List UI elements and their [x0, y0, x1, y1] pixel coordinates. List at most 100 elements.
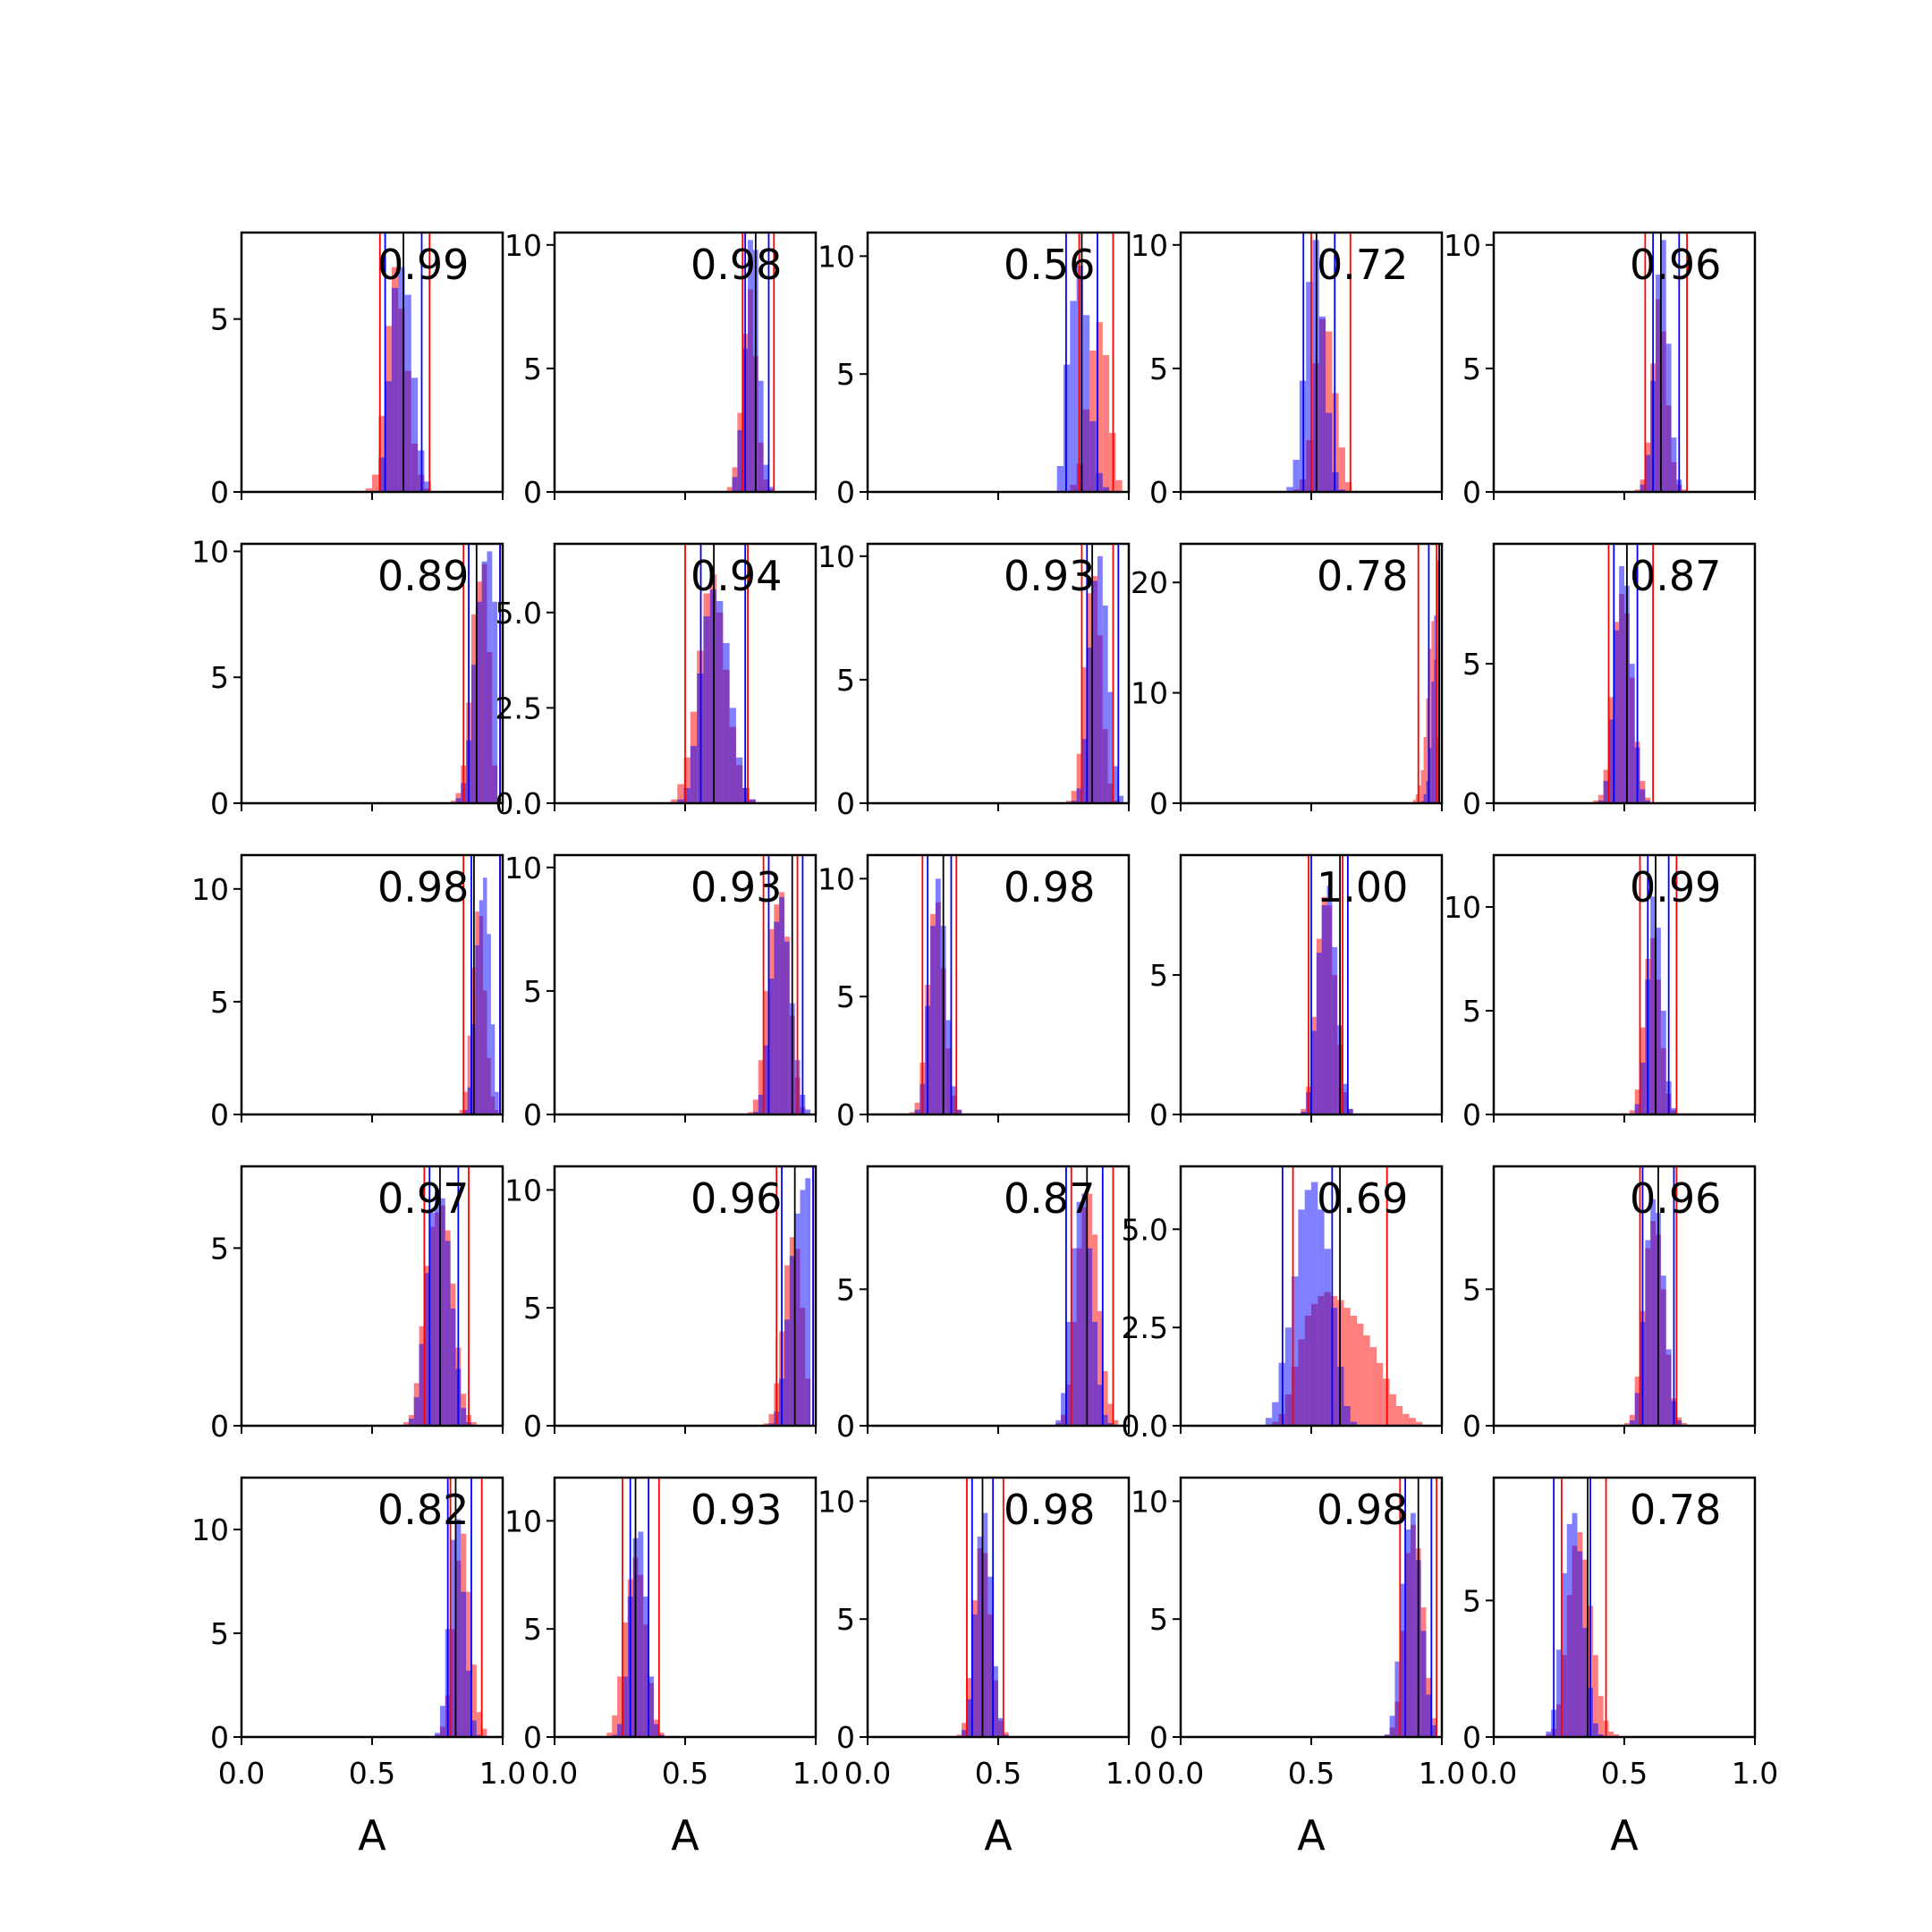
y-tick-label: 10	[1131, 228, 1168, 263]
blue-bar	[1634, 1104, 1640, 1114]
blue-bar	[463, 1109, 468, 1114]
blue-bar	[1656, 274, 1661, 492]
blue-bar	[1272, 1402, 1279, 1426]
blue-bar	[1423, 794, 1427, 803]
blue-bar	[1330, 1308, 1338, 1426]
plot-area	[1624, 1166, 1688, 1426]
blue-bar	[481, 561, 487, 803]
blue-bar	[993, 1665, 998, 1737]
blue-bar	[1634, 1393, 1640, 1426]
blue-bar	[1092, 580, 1097, 803]
plot-area	[1592, 544, 1655, 803]
blue-bar	[1286, 487, 1293, 492]
red-bar	[763, 1423, 769, 1426]
panel-1-2: 0 5 10 0.98	[504, 228, 818, 510]
blue-bar	[966, 1699, 972, 1737]
blue-bar	[1436, 560, 1440, 803]
red-bar	[1418, 785, 1421, 803]
red-bar	[748, 1112, 753, 1114]
red-bar	[1338, 447, 1345, 492]
red-bar	[1428, 648, 1432, 803]
blue-bar	[492, 601, 498, 803]
red-bar	[1597, 1696, 1604, 1737]
plot-area	[1065, 544, 1124, 803]
blue-bar	[723, 642, 730, 803]
blue-bar	[475, 945, 479, 1114]
blue-bar	[1660, 1275, 1666, 1426]
red-bar	[467, 1035, 471, 1114]
blue-bar	[479, 900, 484, 1114]
blue-bar	[768, 979, 775, 1114]
panel-annotation: 1.00	[1317, 863, 1408, 911]
plot-area	[1265, 1166, 1423, 1426]
panel-2-5: 050.87	[1462, 542, 1757, 821]
y-tick-label: 5	[523, 1612, 542, 1647]
y-tick-label: 0	[1149, 475, 1168, 510]
panel-5-3: 0 5 10 0.0 0.5 1.0 A 0.98	[818, 1476, 1152, 1860]
blue-bar	[1640, 789, 1646, 803]
plot-area	[450, 544, 501, 803]
plot-area	[1055, 1166, 1119, 1426]
plot-area	[909, 855, 962, 1114]
y-tick-label: 0	[1462, 475, 1481, 510]
blue-bar	[490, 1024, 496, 1114]
blue-bar	[1081, 739, 1088, 803]
blue-bar	[794, 1213, 801, 1426]
red-bar	[914, 1102, 920, 1114]
x-axis-label: A	[671, 1811, 699, 1860]
red-bar	[758, 1060, 764, 1114]
blue-bar	[476, 601, 482, 803]
x-tick-label: 1.0	[1732, 1756, 1778, 1791]
panel-annotation: 0.69	[1317, 1174, 1408, 1223]
x-tick-label: 0.5	[975, 1756, 1021, 1791]
plot-area	[1384, 1478, 1438, 1737]
plot-area	[459, 855, 501, 1114]
blue-bar	[1420, 1631, 1427, 1737]
y-tick-label: 0	[836, 1409, 855, 1444]
x-tick-label: 0.5	[349, 1756, 395, 1791]
x-tick-label: 1.0	[479, 1756, 526, 1791]
blue-bar	[1614, 630, 1620, 803]
blue-bar	[1410, 1513, 1416, 1737]
blue-bar	[1394, 1661, 1401, 1737]
x-axis-label: A	[984, 1811, 1013, 1860]
panel-3-3: 0 5 10 0.98	[818, 853, 1131, 1132]
y-tick-label: 5	[210, 660, 229, 695]
y-tick-label: 5	[1462, 1583, 1481, 1618]
red-bar	[683, 757, 691, 803]
y-tick-label: 10	[1444, 890, 1481, 925]
blue-bar	[1650, 1199, 1657, 1426]
blue-bar	[1597, 1733, 1604, 1737]
blue-bar	[1434, 615, 1437, 803]
blue-bar	[411, 377, 419, 492]
y-tick-label: 2.5	[496, 691, 542, 725]
blue-bar	[805, 1178, 811, 1426]
plot-area	[726, 233, 775, 492]
y-tick-label: 10	[504, 1173, 542, 1208]
panel-annotation: 0.72	[1317, 241, 1408, 289]
x-tick-label: 1.0	[1419, 1756, 1465, 1791]
blue-bar	[1592, 1723, 1598, 1737]
blue-bar	[470, 1720, 477, 1737]
blue-bar	[784, 941, 790, 1114]
red-bar	[1102, 355, 1110, 492]
red-bar	[726, 487, 733, 492]
red-bar	[1614, 1733, 1620, 1737]
red-bar	[1412, 800, 1416, 803]
x-tick-label: 0.5	[662, 1756, 708, 1791]
blue-bar	[1082, 315, 1090, 492]
blue-bar	[690, 746, 698, 803]
red-bar	[1326, 331, 1333, 492]
panel-3-1: 0 5 10 0.98	[191, 853, 504, 1132]
blue-bar	[378, 457, 386, 492]
red-bar	[1102, 1370, 1108, 1426]
blue-bar	[1102, 1414, 1108, 1426]
x-tick-label: 0.5	[1288, 1756, 1335, 1791]
red-bar	[1592, 1655, 1598, 1737]
blue-bar	[1347, 1108, 1353, 1114]
blue-bar	[1645, 1240, 1651, 1426]
red-bar	[1343, 1308, 1351, 1426]
y-tick-label: 5	[1149, 352, 1168, 386]
panel-3-2: 0 5 10 0.93	[504, 851, 818, 1132]
y-tick-label: 5	[1149, 1602, 1168, 1637]
